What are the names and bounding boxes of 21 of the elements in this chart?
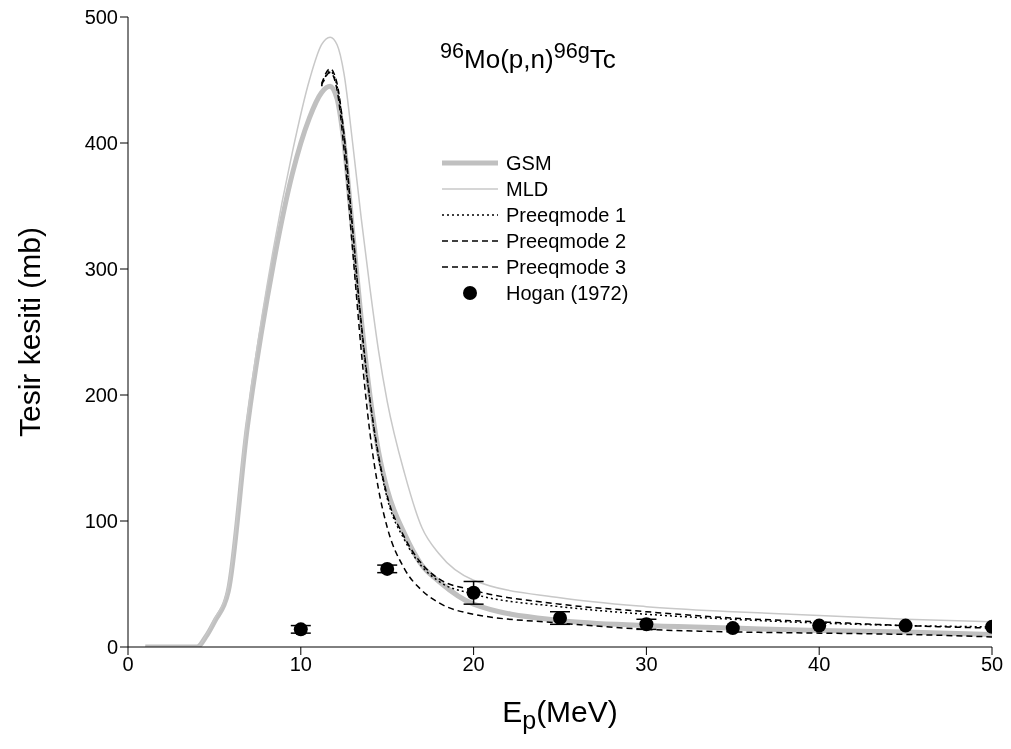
x-axis-title: E$_{p}$(MeV) [501,695,619,735]
y-tick-label: 300 [84,258,118,281]
y-tick-label: 0 [106,636,118,659]
legend-label: MLD [506,177,549,202]
y-tick-label: 500 [84,6,118,29]
legend-label: Preeqmode 3 [506,255,627,280]
legend-label: GSM [506,151,552,176]
x-tick-label: 50 [980,653,1004,676]
x-tick-label: 10 [289,653,312,676]
x-tick-label: 40 [808,653,831,676]
y-axis-title: Tesir kesiti (mb) [13,226,47,438]
legend-label: Preeqmode 1 [506,203,627,228]
legend-label: Preeqmode 2 [506,229,627,254]
x-tick-label: 20 [462,653,485,676]
x-tick-label: 30 [635,653,658,676]
y-tick-label: 100 [84,510,118,533]
x-tick-label: 0 [122,653,134,676]
legend-label: Hogan (1972) [506,281,629,306]
y-tick-label: 400 [84,132,118,155]
y-tick-label: 200 [84,384,118,407]
text: $^{96}$Mo(p,n)$^{96g}$Tc [440,38,616,75]
